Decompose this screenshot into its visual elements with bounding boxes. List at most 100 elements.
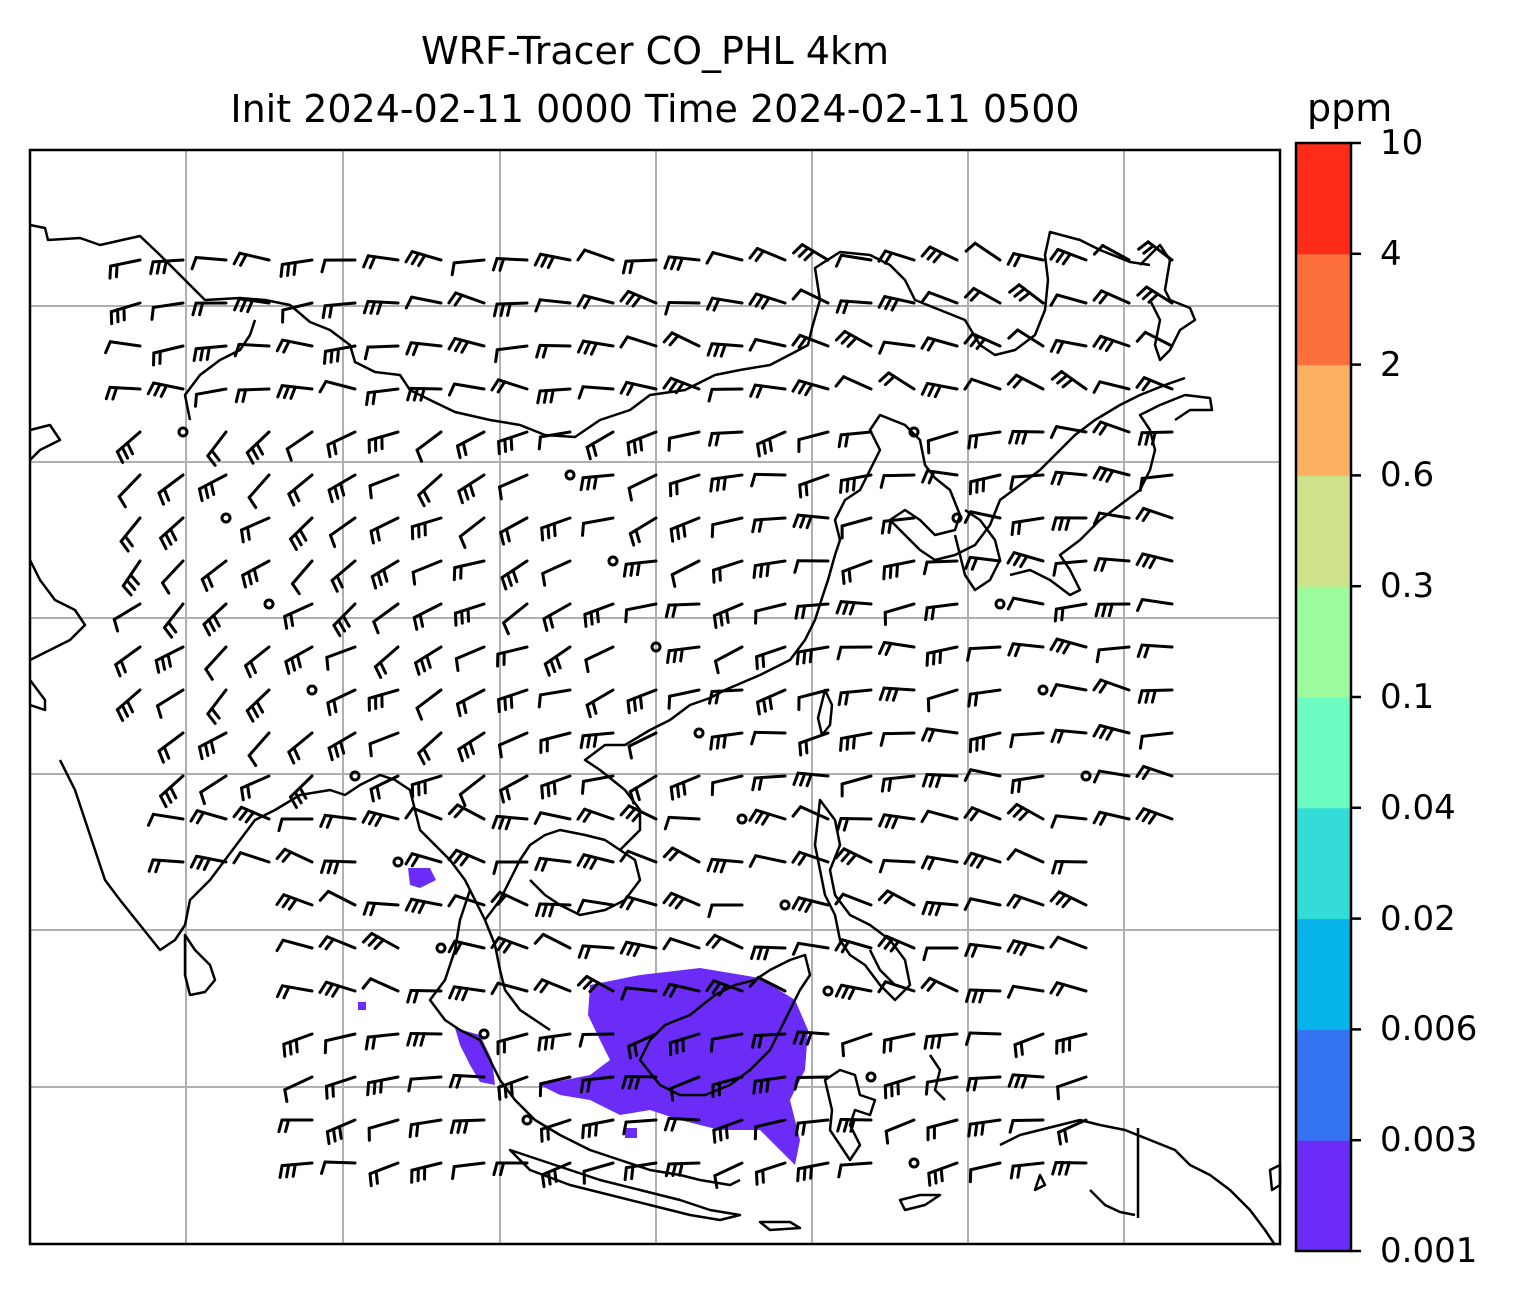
wind-barb — [879, 731, 916, 747]
calm-marker — [779, 899, 791, 911]
wind-barb — [1006, 939, 1045, 956]
wind-barb — [1007, 328, 1045, 348]
wind-barb — [323, 344, 357, 365]
wind-barb — [491, 814, 529, 831]
wind-barb — [626, 688, 658, 715]
wind-barb — [623, 1161, 658, 1182]
wind-barb — [1093, 557, 1131, 572]
wind-barb — [705, 296, 744, 312]
calm-marker — [822, 985, 834, 997]
wind-barb — [791, 805, 830, 821]
wind-barb — [968, 1161, 1002, 1184]
wind-barb — [835, 299, 873, 315]
wind-barb — [370, 559, 400, 590]
coast-philippines — [813, 798, 912, 1002]
wind-barb — [882, 559, 916, 581]
wind-barb — [368, 731, 400, 758]
wind-barb — [1092, 334, 1131, 353]
wind-barb — [320, 859, 357, 875]
wind-barb — [500, 559, 529, 591]
wind-barb — [964, 942, 1002, 958]
colorbar-segment — [1296, 475, 1351, 587]
wind-barb — [963, 510, 1002, 524]
wind-barb — [540, 774, 572, 800]
wind-barb — [119, 516, 142, 553]
wind-barb — [411, 559, 443, 586]
wind-barb — [1049, 338, 1088, 355]
wind-barb — [791, 941, 830, 956]
wind-barb — [410, 516, 443, 541]
coast-sulawesi — [823, 1054, 946, 1162]
wind-barb — [627, 473, 658, 502]
wind-barb — [1049, 981, 1088, 997]
wind-barb — [663, 815, 701, 831]
wind-barb — [367, 688, 400, 712]
calm-marker — [263, 598, 275, 610]
wind-barb — [1092, 724, 1131, 741]
wind-barb — [921, 727, 959, 743]
wind-barb — [883, 602, 916, 626]
wind-barb — [330, 559, 357, 593]
colorbar-tick-label: 0.3 — [1380, 566, 1435, 607]
wind-barb — [927, 1161, 959, 1187]
wind-barb — [497, 430, 529, 456]
wind-barb — [368, 473, 400, 500]
wind-barb — [577, 944, 615, 960]
wind-barb — [834, 892, 873, 907]
wind-barb — [327, 473, 357, 504]
wind-barb — [283, 602, 314, 630]
wind-barb — [415, 430, 443, 463]
wind-barb — [1007, 642, 1045, 658]
calm-marker — [177, 426, 189, 438]
wind-barb — [662, 331, 701, 348]
wind-barb — [414, 645, 443, 676]
wind-barb — [233, 297, 271, 314]
wind-barb — [289, 516, 314, 551]
wind-barb — [880, 516, 916, 535]
wind-barb — [877, 295, 916, 312]
wind-barb — [756, 688, 787, 716]
wind-barb — [362, 299, 400, 316]
wind-barb — [668, 473, 701, 498]
wind-barb — [620, 986, 658, 1001]
wind-barb — [499, 516, 529, 546]
wind-barb — [192, 344, 228, 363]
wind-barb — [619, 849, 658, 864]
wind-barb — [967, 1118, 1002, 1138]
wind-barb — [963, 332, 1002, 350]
wind-barb — [189, 854, 228, 872]
tracer-plume — [358, 868, 808, 1165]
wind-barb — [841, 559, 873, 585]
wind-barb — [247, 473, 271, 509]
colorbar-unit: ppm — [1307, 86, 1393, 130]
wind-barb — [533, 811, 572, 825]
coast-taiwan — [816, 688, 834, 737]
wind-barb — [711, 1075, 744, 1099]
wind-barb — [1092, 289, 1131, 305]
wind-barb — [277, 817, 314, 833]
wind-barb — [1008, 1118, 1045, 1134]
wind-barb — [200, 559, 228, 592]
wind-barb — [189, 809, 228, 825]
calm-marker — [994, 598, 1006, 610]
wind-barb — [318, 980, 357, 998]
wind-barb — [926, 430, 959, 455]
calm-marker — [306, 684, 318, 696]
wind-barb — [837, 1161, 873, 1179]
colorbar-segment — [1296, 143, 1351, 255]
wind-barb — [498, 473, 529, 501]
wind-barb — [539, 1118, 572, 1143]
wind-barb — [920, 336, 959, 352]
wind-barb — [404, 806, 443, 821]
wind-barb — [318, 379, 357, 394]
wind-barb — [494, 344, 529, 364]
wind-barb — [705, 933, 744, 950]
wind-barb — [287, 731, 314, 765]
calm-marker — [1037, 684, 1049, 696]
colorbar-segment — [1296, 586, 1351, 698]
wind-barb — [836, 1117, 873, 1133]
wind-barb — [197, 473, 228, 503]
wind-barb — [364, 1032, 400, 1051]
wind-barb — [1092, 420, 1131, 436]
wind-barb — [320, 258, 357, 274]
